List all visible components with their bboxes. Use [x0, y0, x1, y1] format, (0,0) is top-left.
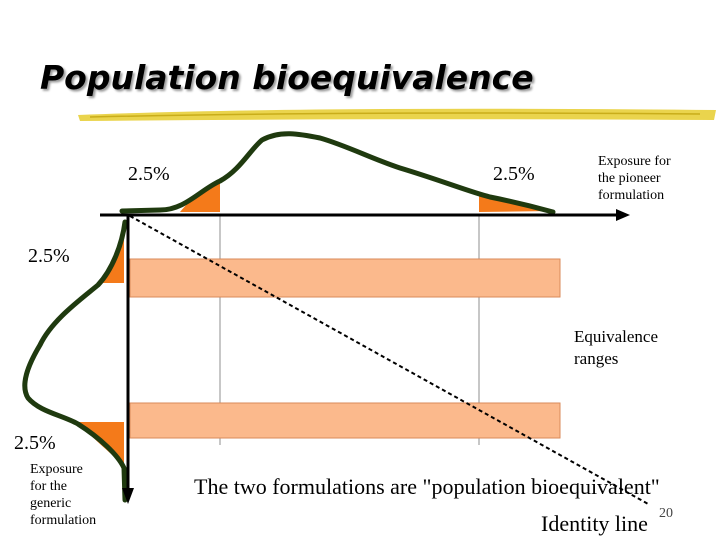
equivalence-ranges-line-1: Equivalence — [574, 327, 659, 346]
identity-line — [129, 215, 651, 506]
generic-exposure-line-2: for the — [30, 479, 67, 494]
generic-exposure-label: Exposure for the generic formulation — [30, 461, 96, 529]
y-axis-arrowhead — [122, 488, 134, 504]
page-number: 20 — [659, 506, 673, 521]
x-axis-arrowhead — [616, 209, 630, 221]
pioneer-exposure-label: Exposure for the pioneer formulation — [598, 153, 671, 204]
generic-curve — [22, 219, 128, 503]
pct-label-pioneer-left: 2.5% — [128, 163, 170, 185]
pct-label-generic-top: 2.5% — [28, 245, 70, 267]
pct-label-pioneer-right: 2.5% — [493, 163, 535, 185]
pioneer-exposure-line-1: Exposure for — [598, 154, 671, 169]
generic-exposure-line-4: formulation — [30, 513, 97, 528]
equivalence-band-bottom — [129, 402, 561, 439]
generic-tail-top — [99, 228, 124, 283]
title-underline-streak — [89, 112, 701, 118]
conclusion-text: The two formulations are "population bio… — [194, 474, 660, 499]
pioneer-curve — [119, 131, 556, 215]
generic-exposure-line-3: generic — [30, 496, 72, 511]
pct-label-generic-bottom: 2.5% — [14, 432, 56, 454]
slide-title: Population bioequivalence — [40, 58, 534, 97]
title-underline — [78, 108, 716, 121]
generic-exposure-line-1: Exposure — [30, 462, 83, 477]
pioneer-exposure-line-3: formulation — [598, 188, 665, 203]
equivalence-band-top — [129, 258, 561, 298]
identity-line-label: Identity line — [541, 511, 648, 536]
equivalence-ranges-line-2: ranges — [574, 349, 619, 368]
pioneer-exposure-line-2: the pioneer — [598, 171, 661, 186]
equivalence-ranges-label: Equivalence ranges — [574, 326, 658, 370]
